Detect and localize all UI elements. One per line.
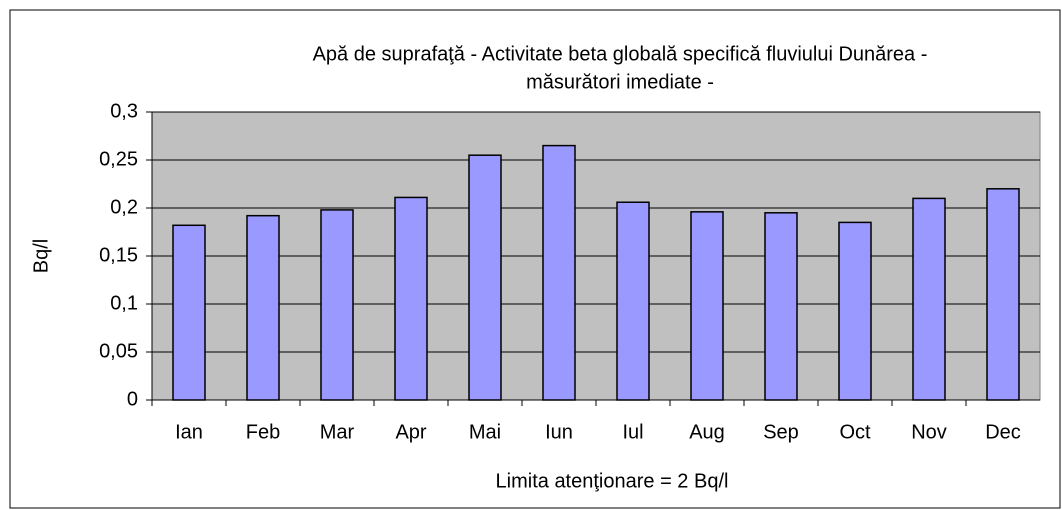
y-tick-label: 0 bbox=[127, 388, 138, 410]
bar bbox=[616, 201, 650, 401]
bar bbox=[320, 209, 354, 401]
y-tick-label: 0,1 bbox=[110, 292, 138, 314]
x-tick-label: Mar bbox=[320, 421, 355, 443]
x-tick-label: Mai bbox=[469, 421, 501, 443]
x-tick-label: Aug bbox=[689, 421, 725, 443]
y-tick-label: 0,15 bbox=[99, 244, 138, 266]
bar bbox=[838, 221, 872, 401]
x-tick-label: Iun bbox=[545, 421, 573, 443]
x-tick-label: Sep bbox=[763, 421, 799, 443]
x-tick-label: Oct bbox=[839, 421, 871, 443]
bar bbox=[986, 188, 1020, 401]
chart-title: măsurători imediate - bbox=[526, 71, 714, 93]
x-axis-label: Limita atenţionare = 2 Bq/l bbox=[496, 470, 729, 492]
x-tick-label: Ian bbox=[175, 421, 203, 443]
bar bbox=[394, 196, 428, 401]
bar bbox=[764, 212, 798, 401]
x-tick-label: Dec bbox=[985, 421, 1021, 443]
y-axis-label: Bq/l bbox=[30, 239, 52, 273]
bar bbox=[912, 197, 946, 401]
y-tick-label: 0,25 bbox=[99, 148, 138, 170]
y-tick-label: 0,3 bbox=[110, 100, 138, 122]
x-tick-label: Apr bbox=[395, 421, 426, 443]
y-tick-label: 0,05 bbox=[99, 340, 138, 362]
y-tick-label: 0,2 bbox=[110, 196, 138, 218]
chart-title: Apă de suprafaţă - Activitate beta globa… bbox=[313, 43, 928, 65]
bar bbox=[246, 214, 280, 401]
x-tick-label: Nov bbox=[911, 421, 947, 443]
x-tick-label: Iul bbox=[622, 421, 643, 443]
bar bbox=[690, 211, 724, 401]
bar bbox=[468, 154, 502, 401]
bar bbox=[172, 224, 206, 401]
x-tick-label: Feb bbox=[246, 421, 280, 443]
bar bbox=[542, 144, 576, 401]
